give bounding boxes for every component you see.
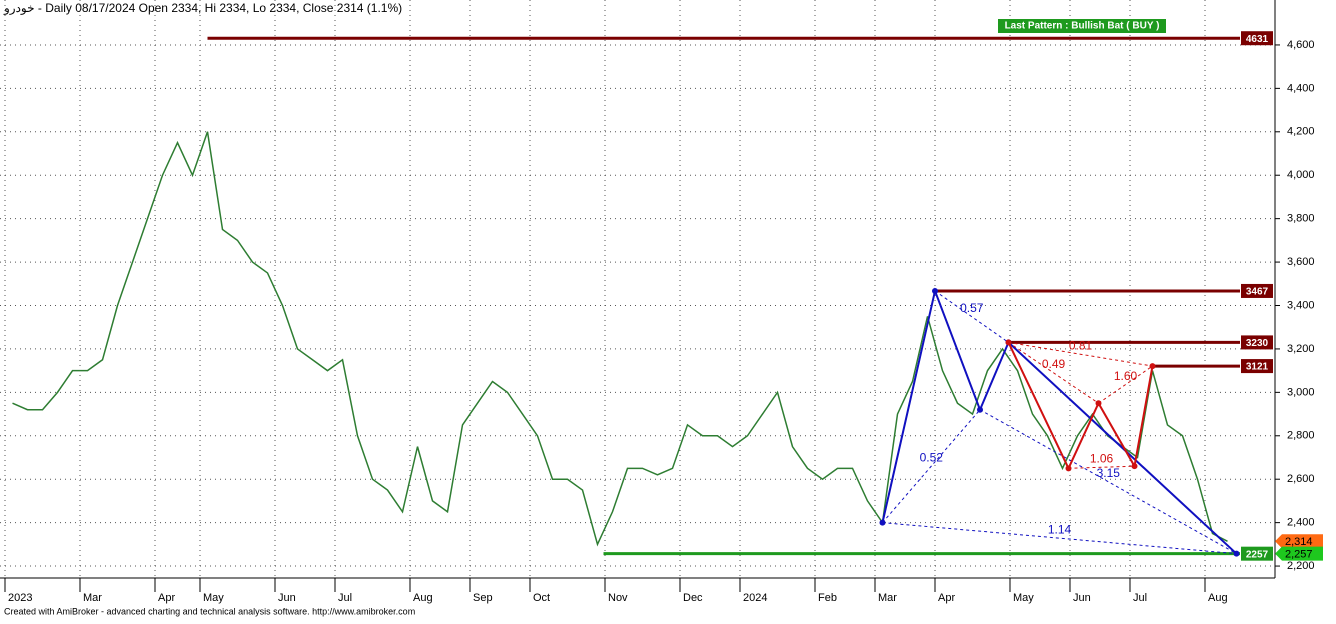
y-tick-label: 3,800 — [1287, 213, 1315, 225]
pattern-ratio: 3.15 — [1097, 466, 1121, 480]
x-tick-label: May — [203, 592, 224, 604]
level-label: 4631 — [1246, 34, 1269, 45]
x-tick-label: Jun — [1073, 592, 1091, 604]
pattern-point — [1095, 400, 1102, 407]
pattern-point — [1233, 550, 1240, 557]
pattern-ratio-line — [1008, 341, 1099, 404]
y-tick-label: 3,600 — [1287, 256, 1315, 268]
pattern-ratio-line — [1068, 465, 1135, 469]
level-tag — [1241, 335, 1273, 350]
y-tick-label: 2,200 — [1287, 560, 1315, 572]
level-tag — [1241, 31, 1273, 46]
pattern-point — [1065, 465, 1072, 472]
x-tick-label: Sep — [473, 592, 493, 604]
pattern-ratio: 0.57 — [960, 301, 984, 315]
level-tag — [1241, 359, 1273, 374]
pattern-ratio: 1.60 — [1114, 369, 1138, 383]
y-tick-label: 3,000 — [1287, 386, 1315, 398]
y-tick-label: 2,800 — [1287, 430, 1315, 442]
y-tick-label: 4,000 — [1287, 169, 1315, 181]
y-tick-label: 3,400 — [1287, 299, 1315, 311]
y-tick-label: 2,400 — [1287, 517, 1315, 529]
x-tick-label: 2024 — [743, 592, 767, 604]
pattern-point — [932, 287, 938, 294]
level-tag — [1241, 283, 1273, 298]
x-tick-label: Feb — [818, 592, 837, 604]
pattern-ratio: 0.49 — [1042, 357, 1066, 371]
x-tick-label: Dec — [683, 592, 703, 604]
y-tick-label: 2,600 — [1287, 473, 1315, 485]
x-tick-label: Aug — [413, 592, 433, 604]
x-tick-label: May — [1013, 592, 1034, 604]
y-tick-label: 4,600 — [1287, 39, 1315, 51]
badge-box — [998, 19, 1166, 33]
pattern-ratio: 1.14 — [1048, 522, 1072, 536]
level-label: 3230 — [1246, 338, 1269, 349]
pattern-ratio-line — [934, 290, 1009, 343]
x-tick-label: Apr — [938, 592, 955, 604]
level-label: 3467 — [1246, 287, 1269, 298]
x-tick-label: Jun — [278, 592, 296, 604]
pattern-ratio-line — [979, 409, 1237, 555]
footer: Created with AmiBroker - advanced charti… — [4, 606, 415, 616]
price-tag — [1275, 534, 1323, 549]
badge: Last Pattern : Bullish Bat ( BUY ) — [1005, 21, 1160, 32]
price-tag-label: 2,257 — [1285, 549, 1313, 561]
pattern-point — [1131, 463, 1138, 470]
pattern-ratio-line — [882, 409, 981, 523]
level-label: 3121 — [1246, 362, 1269, 373]
pattern-point — [1005, 339, 1012, 346]
x-tick-label: Apr — [158, 592, 175, 604]
x-tick-label: 2023 — [8, 592, 32, 604]
x-tick-label: Jul — [1133, 592, 1147, 604]
x-tick-label: Mar — [83, 592, 102, 604]
x-tick-label: Nov — [608, 592, 628, 604]
pattern-ratio-line — [1008, 341, 1153, 367]
price-tag — [1275, 546, 1323, 561]
y-tick-label: 4,400 — [1287, 82, 1315, 94]
x-tick-label: Mar — [878, 592, 897, 604]
level-tag — [1241, 546, 1273, 561]
price-line — [12, 131, 1228, 547]
x-tick-label: Aug — [1208, 592, 1228, 604]
level-label: 2257 — [1246, 549, 1269, 560]
pattern-ratio-line — [882, 522, 1237, 555]
pattern-point — [1149, 363, 1156, 370]
y-tick-label: 4,200 — [1287, 126, 1315, 138]
chart-title: خودرو - Daily 08/17/2024 Open 2334, Hi 2… — [3, 1, 402, 15]
pattern-point — [879, 519, 886, 526]
pattern-ratio-line — [1098, 365, 1153, 404]
price-tag-label: 2,314 — [1285, 536, 1313, 548]
pattern-ratio: 0.81 — [1069, 338, 1093, 352]
pattern-point — [977, 406, 983, 413]
pattern-ratio: 0.52 — [920, 450, 944, 464]
x-tick-label: Jul — [338, 592, 352, 604]
pattern-ratio: 1.06 — [1090, 451, 1114, 465]
x-tick-label: Oct — [533, 592, 550, 604]
y-tick-label: 3,200 — [1287, 343, 1315, 355]
